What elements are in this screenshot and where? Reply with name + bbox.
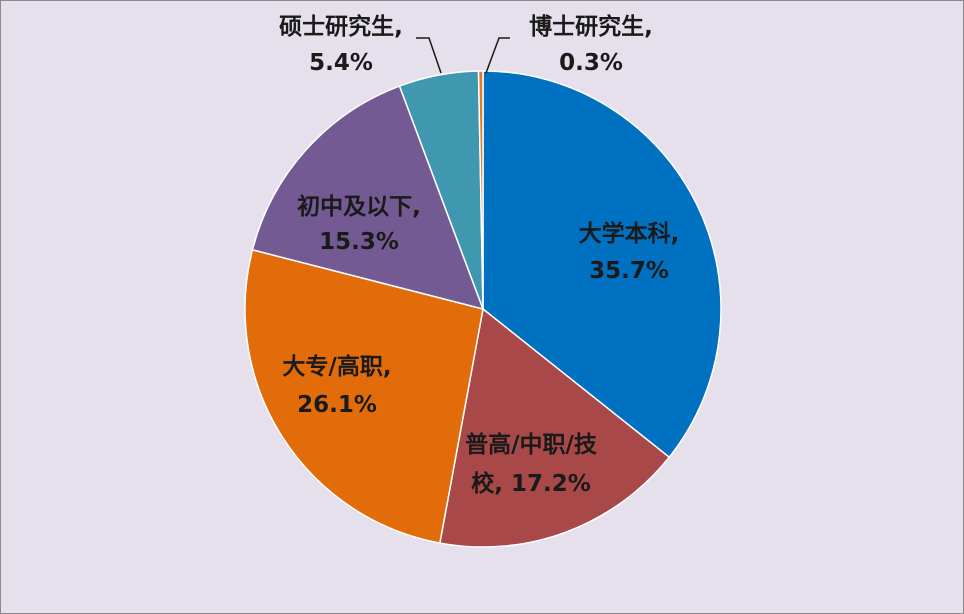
slice-label-普高/中职/技校-line-1: 普高/中职/技 [465, 431, 598, 458]
leader-line-博士研究生 [485, 37, 510, 74]
slice-label-大学本科-line-2: 35.7% [589, 258, 669, 284]
pie-slice-大学本科 [482, 70, 722, 459]
pie-slice-大专/高职 [244, 248, 484, 544]
slice-label-硕士研究生-line-2: 5.4% [309, 50, 373, 76]
slice-label-初中及以下-line-1: 初中及以下, [297, 193, 421, 220]
slice-label-博士研究生-line-2: 0.3% [559, 50, 623, 76]
pie-slice-博士研究生 [477, 70, 484, 310]
leader-line-硕士研究生 [416, 37, 442, 74]
slice-label-硕士研究生-line-1: 硕士研究生, [279, 13, 403, 40]
slice-label-初中及以下-line-2: 15.3% [319, 229, 399, 255]
pie-slice-初中及以下 [251, 85, 485, 311]
slice-label-普高/中职/技校-line-2: 校, 17.2% [471, 470, 591, 497]
slice-label-博士研究生-line-1: 博士研究生, [529, 13, 653, 40]
slice-label-大专/高职-line-2: 26.1% [297, 392, 377, 418]
slice-label-大专/高职-line-1: 大专/高职, [282, 353, 391, 380]
slice-label-大学本科-line-1: 大学本科, [579, 220, 680, 247]
pie-slice-普高/中职/技校 [438, 307, 671, 548]
